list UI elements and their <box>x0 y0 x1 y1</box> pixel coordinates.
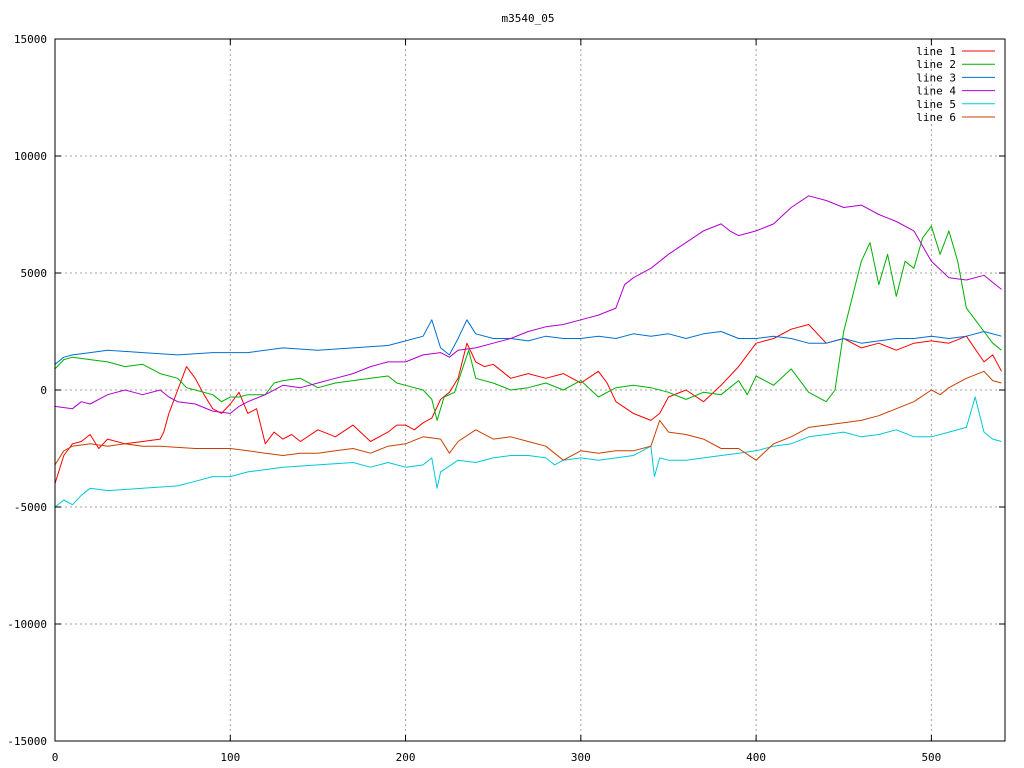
y-tick-label: 0 <box>40 384 47 397</box>
legend-label-1: line 1 <box>916 45 956 58</box>
x-tick-label: 300 <box>571 751 591 764</box>
series-line-4 <box>54 195 1002 414</box>
x-tick-label: 200 <box>396 751 416 764</box>
x-tick-label: 500 <box>921 751 941 764</box>
series-line-3 <box>54 319 1002 365</box>
y-tick-label: 15000 <box>14 33 47 46</box>
chart-title: m3540_05 <box>502 12 555 25</box>
x-tick-label: 100 <box>220 751 240 764</box>
series-line-2 <box>54 225 1002 421</box>
series-line-6 <box>54 370 1002 466</box>
y-tick-label: 10000 <box>14 150 47 163</box>
axes: 0 100 200 300 400 500 -15000 -10000 -5000 0 5000 10… <box>7 33 1005 764</box>
series-line-1 <box>54 324 1002 484</box>
x-tick-label: 0 <box>52 751 59 764</box>
legend-label-4: line 4 <box>916 85 956 98</box>
legend-label-3: line 3 <box>916 71 956 84</box>
y-tick-label: -15000 <box>7 735 47 748</box>
grid-lines <box>55 39 1005 741</box>
y-tick-label: 5000 <box>21 267 48 280</box>
legend-label-6: line 6 <box>916 111 956 124</box>
y-tick-label: -10000 <box>7 618 47 631</box>
series-layer <box>54 195 1002 508</box>
x-tick-label: 400 <box>746 751 766 764</box>
y-tick-label: -5000 <box>14 501 47 514</box>
legend-label-2: line 2 <box>916 58 956 71</box>
legend-label-5: line 5 <box>916 98 956 111</box>
series-line-5 <box>54 396 1002 508</box>
